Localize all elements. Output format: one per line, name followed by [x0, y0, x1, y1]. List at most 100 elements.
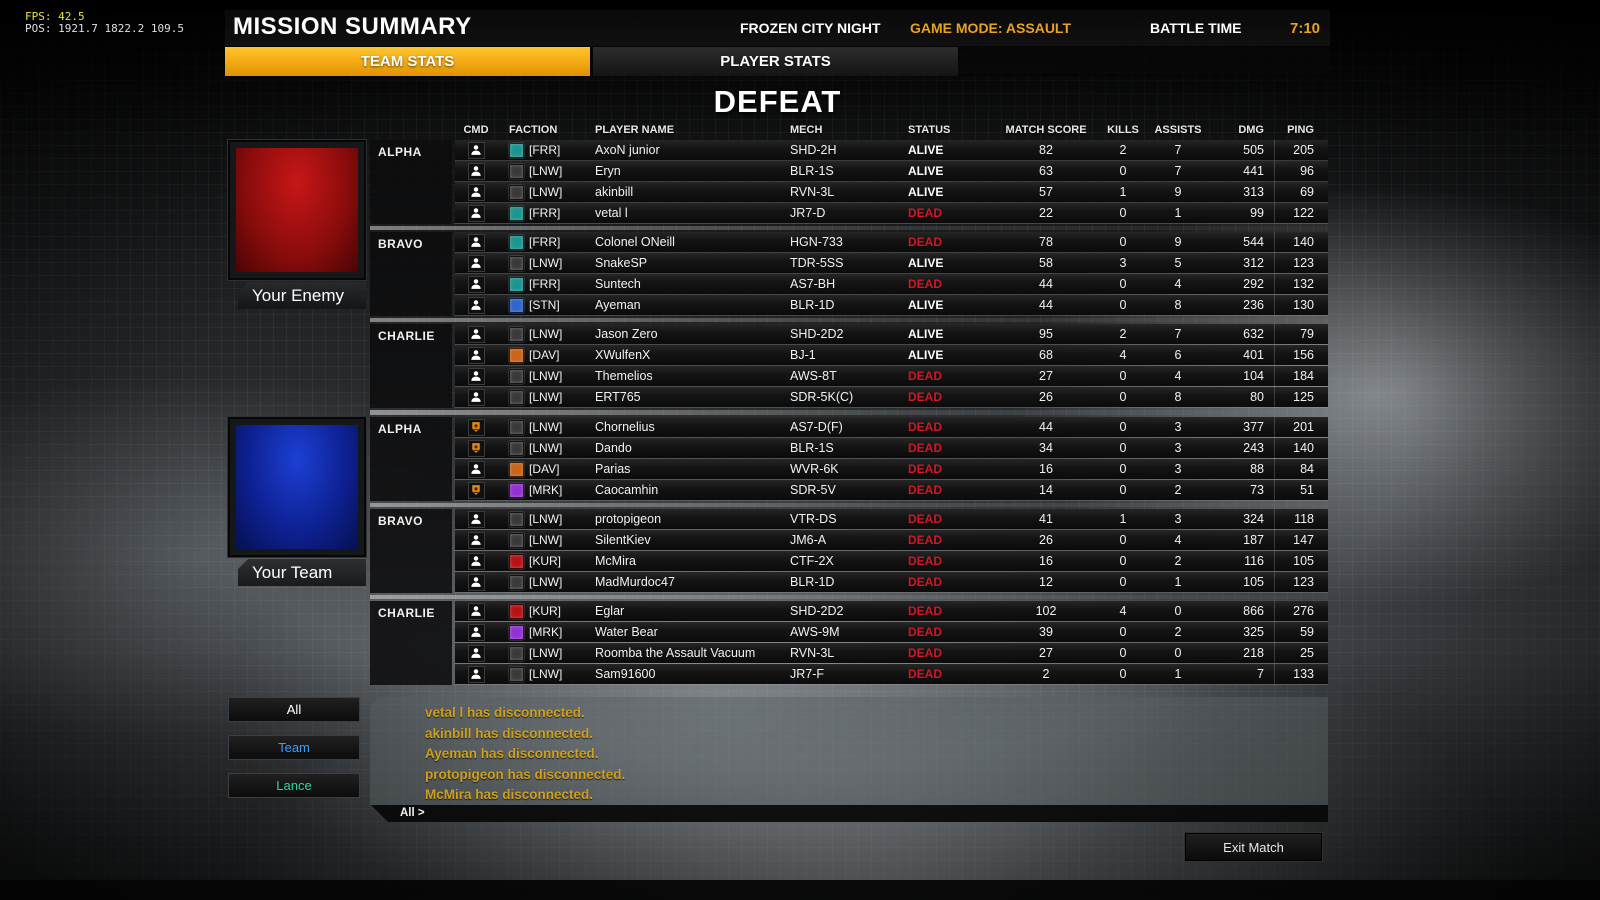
- lance-separator: [370, 595, 1328, 599]
- player-ping: 79: [1274, 324, 1326, 344]
- player-mech: AS7-BH: [790, 277, 836, 291]
- player-assists: 7: [1174, 164, 1182, 178]
- player-status: DEAD: [908, 462, 943, 476]
- player-ping: 156: [1274, 345, 1326, 365]
- player-faction-tag: [KUR]: [529, 554, 562, 568]
- player-dmg: 324: [1243, 512, 1264, 526]
- faction-icon: [509, 532, 524, 548]
- player-kills: 4: [1119, 348, 1127, 362]
- lance-rows: [LNW] Jason Zero SHD-2D2 ALIVE 95 2 7 63…: [455, 324, 1328, 408]
- player-assists: 3: [1174, 420, 1182, 434]
- chat-input-line[interactable]: All >: [370, 805, 1328, 822]
- lance-group: BRAVO [LNW] protopigeon VTR-DS DEAD 41 1…: [370, 509, 1328, 593]
- player-match-score: 27: [1039, 369, 1053, 383]
- cmd-cell: [455, 325, 497, 343]
- team-block: Your Team ALPHA [LNW] Chornelius AS7-D(F…: [228, 417, 1328, 685]
- player-faction-tag: [FRR]: [529, 235, 561, 249]
- tab-player-stats[interactable]: PLAYER STATS: [593, 47, 958, 76]
- faction-icon: [509, 624, 524, 640]
- faction-cell: [FRR]: [497, 142, 589, 158]
- player-status: ALIVE: [908, 143, 944, 157]
- pilot-icon: [471, 669, 481, 679]
- player-kills: 0: [1119, 206, 1127, 220]
- player-faction-tag: [LNW]: [529, 667, 563, 681]
- player-dmg: 105: [1243, 575, 1264, 589]
- player-kills: 0: [1119, 575, 1127, 589]
- player-status: DEAD: [908, 646, 943, 660]
- player-match-score: 68: [1039, 348, 1053, 362]
- player-assists: 4: [1174, 533, 1182, 547]
- player-mech: BJ-1: [790, 348, 816, 362]
- chat-filter-buttons: All Team Lance: [228, 697, 360, 822]
- player-mech: SDR-5K(C): [790, 390, 854, 404]
- player-status: ALIVE: [908, 256, 944, 270]
- player-match-score: 39: [1039, 625, 1053, 639]
- player-kills: 0: [1119, 667, 1127, 681]
- pilot-icon: [471, 514, 481, 524]
- premium-badge-icon: [472, 443, 480, 453]
- player-assists: 2: [1174, 483, 1182, 497]
- chat-filter-all[interactable]: All: [228, 697, 360, 722]
- player-kills: 0: [1119, 277, 1127, 291]
- faction-cell: [LNW]: [497, 326, 589, 342]
- chat-filter-lance[interactable]: Lance: [228, 773, 360, 798]
- pilot-icon: [471, 258, 481, 268]
- cmd-cell: [455, 439, 497, 457]
- player-kills: 0: [1119, 462, 1127, 476]
- player-faction-tag: [LNW]: [529, 327, 563, 341]
- player-status: ALIVE: [908, 298, 944, 312]
- player-name: Roomba the Assault Vacuum: [595, 646, 756, 660]
- player-ping: 140: [1274, 232, 1326, 252]
- player-match-score: 44: [1039, 277, 1053, 291]
- column-header-ping: PING: [1287, 124, 1314, 136]
- exit-match-button[interactable]: Exit Match: [1185, 833, 1322, 861]
- faction-cell: [LNW]: [497, 184, 589, 200]
- player-assists: 1: [1174, 667, 1182, 681]
- player-assists: 7: [1174, 143, 1182, 157]
- player-ping: 201: [1274, 417, 1326, 437]
- lance-group: ALPHA [LNW] Chornelius AS7-D(F) DEAD 44 …: [370, 417, 1328, 501]
- player-dmg: 7: [1257, 667, 1264, 681]
- cmd-cell: [455, 531, 497, 549]
- player-row: [FRR] Colonel ONeill HGN-733 DEAD 78 0 9…: [455, 232, 1328, 252]
- player-match-score: 14: [1039, 483, 1053, 497]
- lance-label: BRAVO: [370, 509, 452, 593]
- player-ping: 123: [1274, 572, 1326, 592]
- cmd-cell: [455, 418, 497, 436]
- bottom-edge-strip: [0, 880, 1600, 900]
- pilot-icon: [471, 187, 481, 197]
- player-dmg: 313: [1243, 185, 1264, 199]
- player-kills: 0: [1119, 483, 1127, 497]
- player-ping: 122: [1274, 203, 1326, 223]
- cmd-cell: [455, 204, 497, 222]
- tab-team-stats[interactable]: TEAM STATS: [225, 47, 590, 76]
- faction-icon: [509, 603, 524, 619]
- player-ping: 130: [1274, 295, 1326, 315]
- player-match-score: 16: [1039, 554, 1053, 568]
- lance-rows: [LNW] Chornelius AS7-D(F) DEAD 44 0 3 37…: [455, 417, 1328, 501]
- player-kills: 0: [1119, 554, 1127, 568]
- player-mech: CTF-2X: [790, 554, 834, 568]
- player-row: [LNW] MadMurdoc47 BLR-1D DEAD 12 0 1 105…: [455, 572, 1328, 592]
- faction-icon: [509, 234, 524, 250]
- faction-cell: [LNW]: [497, 645, 589, 661]
- team-flag-panel: Your Enemy: [228, 140, 366, 408]
- faction-cell: [LNW]: [497, 389, 589, 405]
- player-match-score: 41: [1039, 512, 1053, 526]
- cmd-cell: [455, 233, 497, 251]
- lance-rows: [FRR] Colonel ONeill HGN-733 DEAD 78 0 9…: [455, 232, 1328, 316]
- faction-cell: [FRR]: [497, 276, 589, 292]
- pilot-icon: [471, 145, 481, 155]
- player-ping: 51: [1274, 480, 1326, 500]
- chat-message-log[interactable]: vetal l has disconnected. akinbill has d…: [370, 697, 1328, 805]
- player-name: Eglar: [595, 604, 625, 618]
- chat-box: vetal l has disconnected. akinbill has d…: [370, 697, 1328, 822]
- team-lances: ALPHA [FRR] AxoN junior SHD-2H ALIVE 82 …: [370, 140, 1328, 408]
- chat-message: vetal l has disconnected.: [425, 705, 585, 720]
- player-row: [KUR] McMira CTF-2X DEAD 16 0 2 116 105: [455, 551, 1328, 571]
- cmd-cell: [455, 665, 497, 683]
- chat-filter-team[interactable]: Team: [228, 735, 360, 760]
- cmd-cell: [455, 296, 497, 314]
- faction-cell: [LNW]: [497, 532, 589, 548]
